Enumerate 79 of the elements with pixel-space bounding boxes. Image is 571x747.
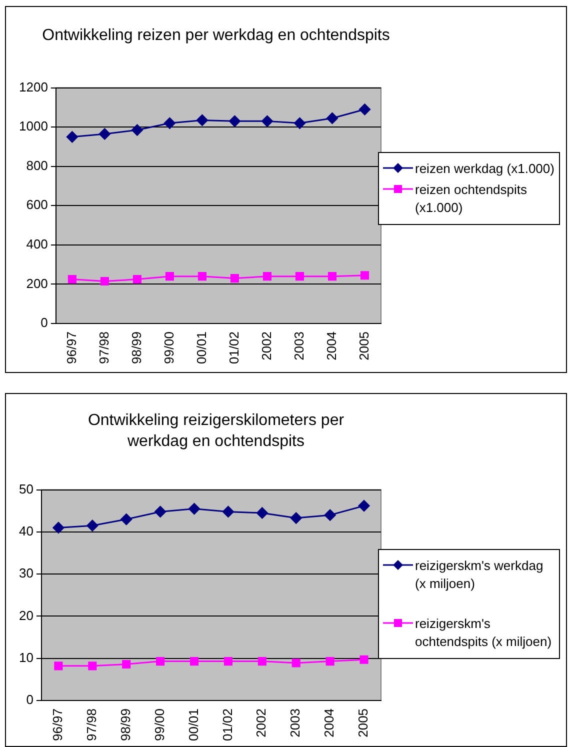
x-tick-label: 2004: [322, 708, 337, 738]
point: [154, 506, 166, 518]
point: [66, 131, 78, 143]
point: [292, 658, 300, 668]
point: [230, 274, 239, 283]
point: [132, 274, 142, 284]
x-tick-label: 01/02: [220, 708, 235, 742]
point: [326, 112, 338, 124]
point: [156, 657, 165, 666]
x-tick-label: 01/02: [226, 331, 242, 364]
x-tick-label: 00/01: [194, 331, 209, 364]
point: [190, 657, 199, 666]
x-tick-label: 2005: [356, 331, 372, 360]
y-tick-label: 30: [18, 566, 34, 581]
x-tick-label: 2002: [254, 708, 269, 738]
point: [68, 274, 76, 284]
point: [328, 272, 337, 281]
x-tick-label: 96/97: [50, 708, 66, 742]
point: [290, 512, 302, 524]
point: [196, 114, 208, 126]
x-tick-label: 2005: [356, 708, 371, 738]
point: [88, 662, 97, 670]
x-tick-label: 2004: [324, 331, 339, 360]
point: [198, 272, 206, 281]
point: [358, 104, 370, 116]
legend-label: reizigerskm's ochtendspits (x miljoen): [415, 615, 553, 651]
point: [122, 660, 131, 669]
x-tick-label: 98/99: [128, 331, 144, 364]
y-tick-label: 40: [18, 524, 34, 539]
y-tick-label: 20: [18, 608, 34, 623]
point: [222, 506, 234, 518]
x-tick-label: 2002: [258, 331, 274, 360]
x-tick-label: 2003: [288, 708, 303, 738]
point: [358, 500, 370, 512]
y-tick-label: 0: [26, 692, 34, 708]
legend-label: reizen ochtendspits (x1.000): [415, 181, 528, 217]
point: [54, 662, 63, 670]
point: [164, 117, 176, 129]
point: [188, 503, 200, 515]
point: [360, 271, 370, 280]
y-tick-label: 0: [40, 315, 48, 330]
point: [98, 128, 110, 140]
y-tick-label: 400: [26, 236, 48, 252]
x-tick-label: 97/98: [84, 708, 99, 742]
y-tick-label: 10: [18, 650, 34, 665]
point: [165, 272, 174, 281]
point: [224, 657, 232, 666]
chart-title: Ontwikkeling reizigerskilometers per werkdag en ochtendspits: [86, 411, 346, 452]
point: [258, 657, 266, 666]
legend-label: reizen werkdag (x1.000): [415, 160, 555, 178]
x-tick-label: 96/97: [64, 331, 79, 364]
point: [120, 514, 132, 526]
legend-label: reizigerskm's werkdag (x miljoen): [415, 557, 544, 593]
y-tick-label: 800: [26, 158, 48, 173]
point: [256, 507, 268, 519]
x-tick-label: 99/00: [161, 331, 176, 364]
x-tick-label: 98/99: [118, 708, 133, 742]
y-tick-label: 1000: [19, 118, 48, 134]
x-tick-label: 99/00: [152, 708, 167, 742]
x-tick-label: 2003: [291, 331, 306, 360]
y-tick-label: 1200: [19, 79, 48, 94]
point: [131, 124, 143, 136]
x-tick-label: 00/01: [186, 708, 201, 742]
point: [326, 657, 334, 666]
point: [228, 115, 240, 127]
point: [86, 520, 98, 532]
point: [262, 272, 272, 281]
x-tick-label: 97/98: [96, 331, 112, 364]
point: [294, 117, 306, 129]
chart-title: Ontwikkeling reizen per werkdag en ochtendspits: [41, 26, 391, 46]
y-tick-label: 600: [26, 197, 48, 212]
point: [324, 509, 336, 521]
point: [295, 272, 304, 281]
y-tick-label: 200: [26, 276, 48, 291]
point: [261, 115, 273, 127]
point: [360, 655, 368, 664]
point: [100, 276, 109, 286]
point: [52, 522, 64, 534]
y-tick-label: 50: [18, 481, 34, 496]
